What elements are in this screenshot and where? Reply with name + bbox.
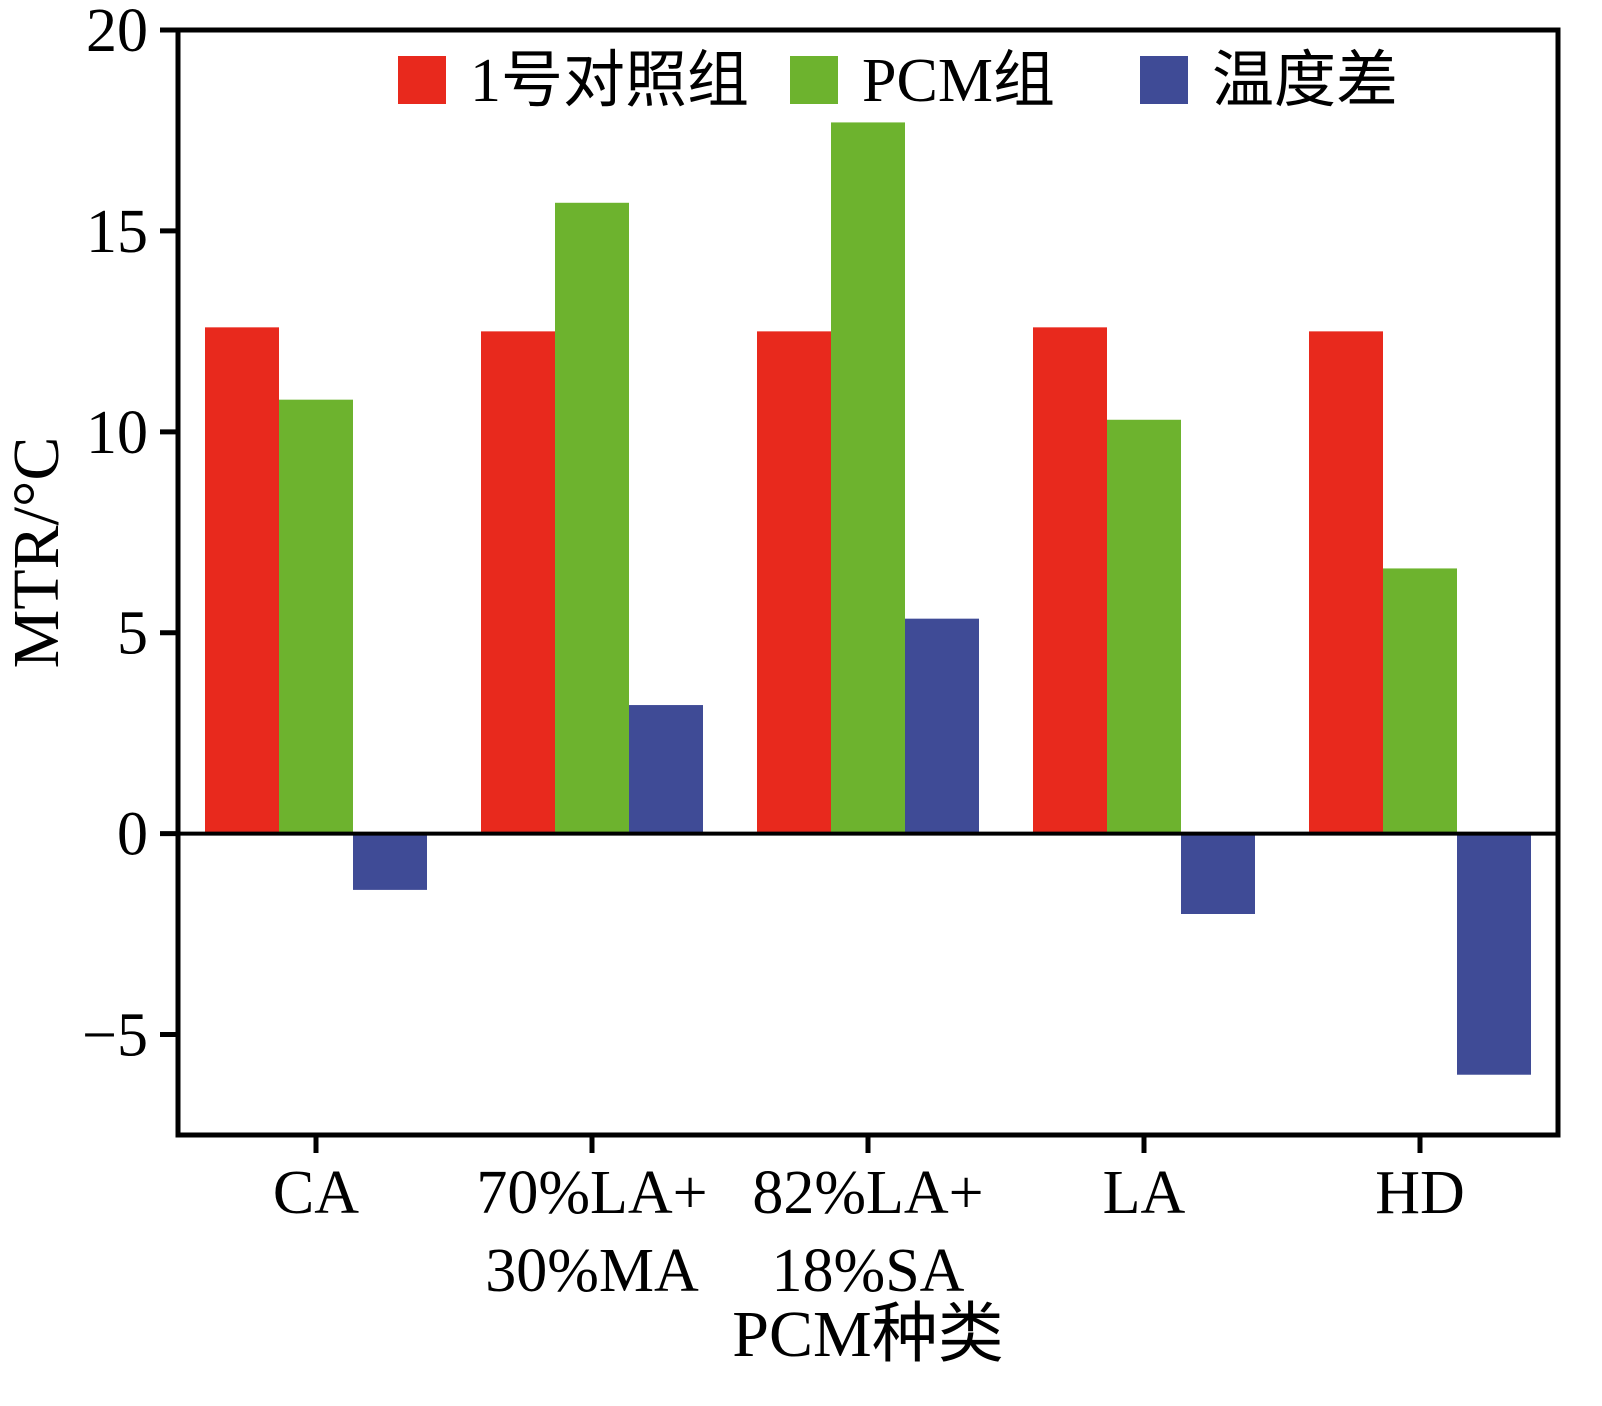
x-tick-label-4: HD [1375, 1159, 1465, 1227]
bar-pcm-group-0 [279, 399, 353, 834]
x-tick-label-line: 30%MA [485, 1237, 699, 1305]
x-tick-label-line: CA [273, 1159, 359, 1227]
x-tick-label-line: 82%LA+ [752, 1159, 983, 1227]
bar-temperature-difference-0 [353, 833, 427, 890]
bar-temperature-difference-1 [629, 705, 703, 834]
bar-temperature-difference-2 [905, 618, 979, 834]
bar-pcm-group-1 [555, 202, 629, 834]
bar-control-group-1-4 [1309, 331, 1383, 834]
x-tick-label-line: LA [1103, 1159, 1186, 1227]
x-tick-label-line: 18%SA [772, 1237, 965, 1305]
bar-pcm-group-3 [1107, 419, 1181, 834]
y-tick-label--5: −5 [82, 1002, 148, 1070]
y-tick-label-0: 0 [117, 801, 148, 869]
x-tick-label-2: 82%LA+ 18%SA [752, 1159, 983, 1305]
y-axis-title: MTR/°C [0, 437, 73, 669]
bar-pcm-group-2 [831, 122, 905, 834]
bar-control-group-1-3 [1033, 327, 1107, 834]
legend-label-pcm-group: PCM组 [862, 47, 1055, 115]
y-tick-label-10: 10 [86, 399, 148, 467]
bar-temperature-difference-3 [1181, 833, 1255, 914]
bar-pcm-group-4 [1383, 568, 1457, 834]
x-tick-label-1: 70%LA+ 30%MA [476, 1159, 707, 1305]
x-tick-label-3: LA [1103, 1159, 1186, 1227]
bar-control-group-1-1 [481, 331, 555, 834]
bar-control-group-1-2 [757, 331, 831, 834]
x-tick-label-line: 70%LA+ [476, 1159, 707, 1227]
x-tick-label-line: HD [1375, 1159, 1465, 1227]
legend-label-control-group-1: 1号对照组 [470, 47, 749, 115]
legend-label-temperature-difference: 温度差 [1212, 47, 1398, 115]
legend-swatch-control-group-1 [398, 56, 446, 104]
y-tick-label-15: 15 [86, 198, 148, 266]
y-tick-label-5: 5 [117, 600, 148, 668]
x-tick-label-0: CA [273, 1159, 359, 1227]
legend-swatch-pcm-group [790, 56, 838, 104]
x-axis-title: PCM种类 [732, 1298, 1003, 1371]
legend-swatch-temperature-difference [1140, 56, 1188, 104]
bar-temperature-difference-4 [1457, 833, 1531, 1075]
bar-control-group-1-0 [205, 327, 279, 834]
y-tick-label-20: 20 [86, 0, 148, 65]
